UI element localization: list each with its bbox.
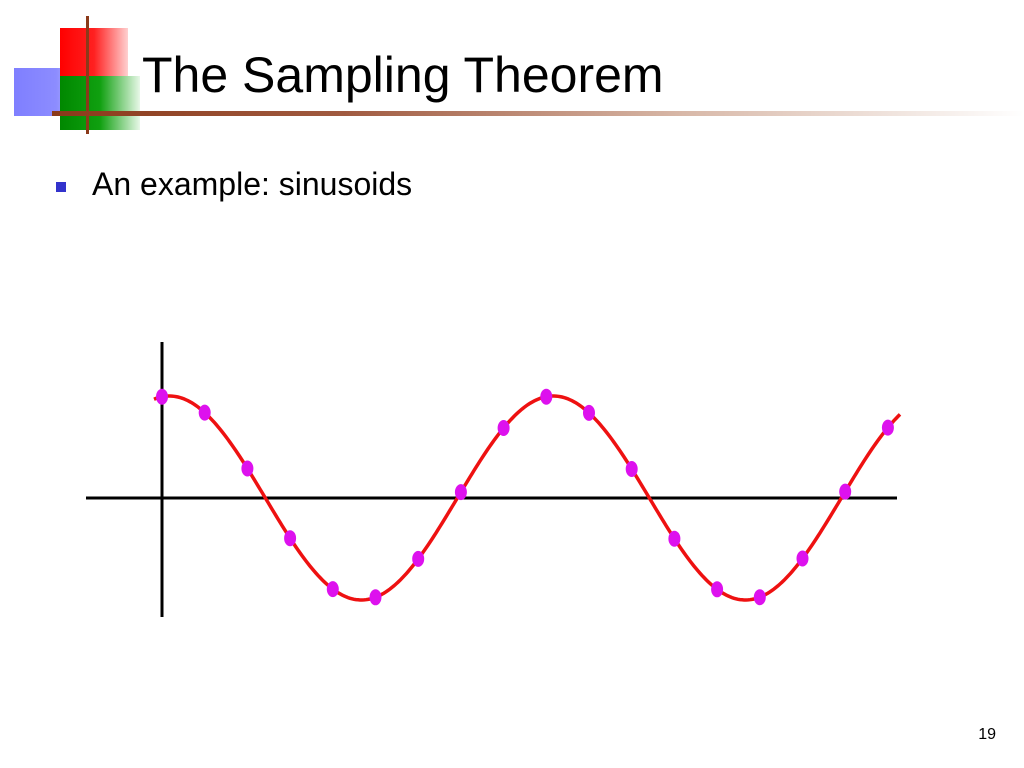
sample-point bbox=[369, 589, 382, 606]
sample-point bbox=[284, 530, 297, 547]
sample-point bbox=[198, 404, 211, 421]
logo-vertical-line bbox=[86, 16, 89, 134]
logo-green-square bbox=[60, 76, 140, 130]
sample-points bbox=[156, 388, 894, 606]
sample-point bbox=[668, 530, 681, 547]
sinusoid-curve bbox=[153, 394, 902, 602]
sample-point bbox=[326, 581, 339, 598]
sample-point bbox=[711, 581, 724, 598]
sample-point bbox=[753, 589, 766, 606]
sample-point bbox=[540, 388, 553, 405]
bullet-text: An example: sinusoids bbox=[92, 166, 413, 202]
sample-point bbox=[156, 388, 168, 405]
sample-point bbox=[796, 550, 809, 567]
slide-title: The Sampling Theorem bbox=[142, 47, 664, 103]
sample-point bbox=[454, 484, 467, 501]
page-number: 19 bbox=[978, 726, 996, 743]
bullet-square-icon bbox=[56, 181, 66, 192]
title-underline bbox=[52, 111, 1024, 116]
bullet-item: An example: sinusoids bbox=[56, 166, 412, 203]
sample-point bbox=[881, 419, 894, 436]
sample-point bbox=[412, 550, 425, 567]
sample-point bbox=[241, 460, 254, 477]
sample-point bbox=[497, 420, 510, 436]
sample-point bbox=[625, 461, 638, 477]
sample-point bbox=[583, 404, 595, 421]
sample-point bbox=[839, 483, 852, 500]
